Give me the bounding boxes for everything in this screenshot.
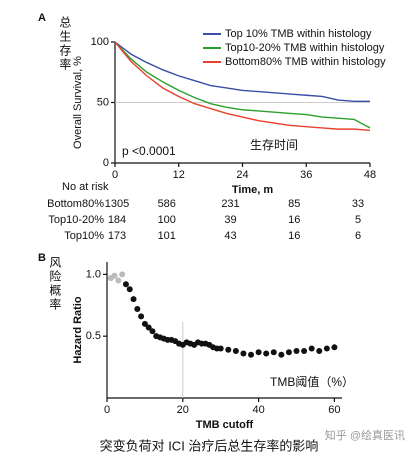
side-label: 总生存率	[58, 16, 72, 72]
point	[263, 350, 270, 357]
legend-label: Top 10% TMB within histology	[225, 28, 372, 40]
point	[285, 349, 292, 356]
point	[130, 296, 137, 303]
risk-row-label: Bottom80%	[47, 198, 104, 210]
risk-count: 184	[108, 214, 126, 226]
risk-count: 16	[288, 230, 300, 242]
x-tick-label: 40	[252, 404, 264, 416]
point	[323, 345, 330, 352]
annotation: 生存时间	[250, 138, 298, 152]
x-tick-label: 0	[104, 404, 110, 416]
point	[126, 286, 133, 293]
point	[232, 348, 239, 355]
risk-count: 1305	[105, 198, 129, 210]
panel-label: B	[38, 252, 46, 264]
risk-row-label: Top10-20%	[48, 214, 104, 226]
legend-label: Bottom80% TMB within histology	[225, 56, 386, 68]
y-axis-label: Hazard Ratio	[72, 296, 84, 364]
risk-count: 173	[108, 230, 126, 242]
risk-count: 100	[158, 214, 176, 226]
point	[122, 281, 129, 288]
x-axis-label: Time, m	[232, 184, 274, 196]
survival-line	[114, 41, 371, 129]
point	[301, 348, 308, 355]
point	[308, 345, 315, 352]
point	[225, 346, 232, 353]
legend-label: Top10-20% TMB within histology	[225, 42, 385, 54]
survival-line	[114, 41, 371, 132]
x-tick-label: 36	[300, 169, 312, 181]
y-tick-label: 50	[97, 96, 109, 108]
x-tick-label: 20	[177, 404, 189, 416]
survival-line	[114, 41, 370, 102]
side-label: 风险概率	[48, 256, 62, 312]
point	[248, 351, 255, 358]
point	[141, 320, 148, 327]
point	[115, 277, 122, 284]
point	[149, 328, 156, 335]
point	[119, 271, 126, 278]
risk-count: 33	[352, 198, 364, 210]
y-tick-label: 0	[103, 157, 109, 169]
risk-count: 586	[158, 198, 176, 210]
risk-count: 43	[224, 230, 236, 242]
y-tick-label: 1.0	[86, 268, 101, 280]
risk-row-label: Top10%	[64, 230, 104, 242]
p-value: p <0.0001	[122, 144, 176, 158]
risk-count: 39	[224, 214, 236, 226]
y-tick-label: 100	[91, 36, 109, 48]
risk-count: 85	[288, 198, 300, 210]
x-tick-label: 48	[364, 169, 376, 181]
watermark: 知乎 @绘真医讯	[325, 428, 405, 442]
point	[316, 348, 323, 355]
x-axis-label: TMB cutoff	[196, 419, 254, 431]
point	[134, 305, 141, 312]
point	[270, 349, 277, 356]
point	[217, 345, 224, 352]
point	[111, 272, 118, 279]
point	[138, 313, 145, 320]
x-tick-label: 0	[112, 169, 118, 181]
x-tick-label: 12	[173, 169, 185, 181]
risk-count: 16	[288, 214, 300, 226]
panel-label: A	[38, 12, 46, 24]
point	[255, 349, 262, 356]
point	[240, 350, 247, 357]
x-tick-label: 60	[328, 404, 340, 416]
y-tick-label: 0.5	[86, 330, 101, 342]
risk-header: No at risk	[62, 181, 109, 193]
risk-count: 6	[355, 230, 361, 242]
y-axis-label: Overall Survival, %	[72, 56, 84, 149]
x-tick-label: 24	[236, 169, 248, 181]
risk-count: 5	[355, 214, 361, 226]
risk-count: 101	[158, 230, 176, 242]
annotation: TMB阈值（%）	[270, 374, 354, 389]
point	[293, 348, 300, 355]
point	[278, 351, 285, 358]
caption: 突变负荷对 ICI 治疗后总生存率的影响	[100, 438, 319, 453]
risk-count: 231	[221, 198, 239, 210]
point	[145, 324, 152, 331]
point	[331, 344, 338, 351]
